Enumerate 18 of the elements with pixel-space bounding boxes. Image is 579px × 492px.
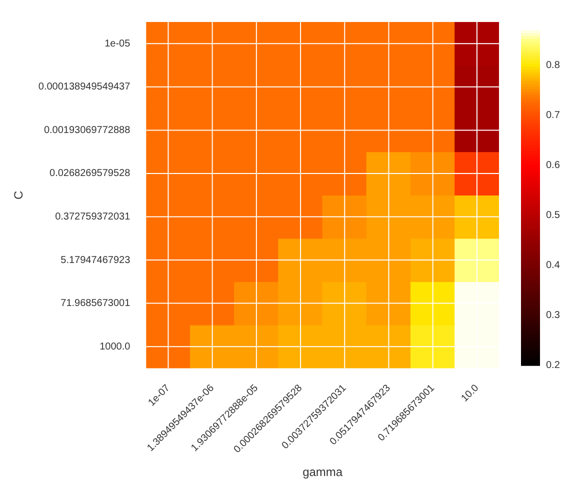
color-bar-label: 0.8: [546, 60, 560, 71]
color-bar-label: 0.3: [546, 310, 560, 321]
color-bar-label: 0.2: [546, 360, 560, 371]
y-tick-label: 71.9685673001: [60, 298, 131, 310]
y-axis-title: C: [12, 190, 26, 200]
x-axis-title: gamma: [302, 465, 343, 480]
color-bar-label: 0.6: [546, 160, 560, 171]
x-tick-label: 10.0: [459, 382, 482, 404]
color-bar-label: 0.4: [546, 260, 560, 271]
color-bar-label: 0.7: [546, 110, 560, 121]
y-tick-label: 0.000138949549437: [38, 82, 131, 93]
y-tick-label: 0.372759372031: [55, 212, 131, 223]
color-bar-label: 0.5: [546, 210, 560, 221]
y-tick-label: 0.00193069772888: [44, 124, 131, 136]
y-tick-label: 0.0268269579528: [50, 168, 131, 180]
y-tick-label: 5.17947467923: [60, 254, 131, 266]
y-tick-label: 1000.0: [100, 341, 131, 352]
y-tick-label: 1e-05: [104, 38, 131, 50]
